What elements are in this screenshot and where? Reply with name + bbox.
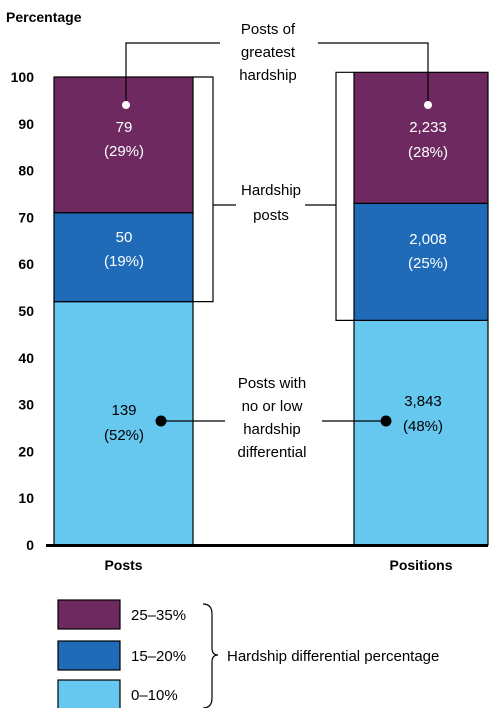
- annotation-greatest-hardship: Posts of: [241, 21, 296, 38]
- y-tick-label: 60: [18, 256, 34, 272]
- legend-swatch: [57, 599, 121, 630]
- data-label-percent: (29%): [104, 143, 144, 160]
- y-axis-ticks: 0 10 20 30 40 50 60 70 80 90 100: [11, 69, 35, 553]
- bar-segment: [53, 301, 194, 546]
- data-label: 2,008: [409, 231, 447, 248]
- y-tick-label: 10: [18, 490, 34, 506]
- y-tick-label: 80: [18, 163, 34, 179]
- y-axis-title: Percentage: [6, 9, 82, 25]
- annotation-low-hardship: Posts with: [238, 375, 306, 392]
- annotation-low-hardship: hardship: [243, 421, 301, 438]
- leader-dot: [122, 101, 130, 109]
- y-tick-label: 50: [18, 303, 34, 319]
- annotation-low-hardship: no or low: [242, 398, 303, 415]
- leader-dot: [155, 415, 167, 427]
- leader-line: [318, 42, 429, 105]
- x-tick-label: Posts: [104, 557, 142, 573]
- legend-item-label: 25–35%: [131, 607, 186, 624]
- data-label-percent: (28%): [408, 144, 448, 161]
- leader-dot: [424, 101, 432, 109]
- annotation-hardship-posts: posts: [253, 207, 289, 224]
- brackets: [193, 71, 354, 321]
- x-tick-label: Positions: [389, 557, 452, 573]
- y-tick-label: 20: [18, 443, 34, 459]
- annotations: Posts of greatest hardship Hardship posts Pos…: [122, 21, 432, 461]
- data-label: 2,233: [409, 119, 447, 136]
- leader-dot: [380, 415, 392, 427]
- y-tick-label: 40: [18, 350, 34, 366]
- annotation-greatest-hardship: hardship: [239, 67, 297, 84]
- x-axis-labels: Posts Positions: [104, 557, 452, 573]
- data-label-percent: (48%): [403, 418, 443, 435]
- legend-brace: [202, 603, 219, 708]
- data-label-percent: (52%): [104, 427, 144, 444]
- y-tick-label: 90: [18, 116, 34, 132]
- legend-title: Hardship differential percentage: [227, 648, 439, 665]
- data-label-percent: (19%): [104, 253, 144, 270]
- legend: 25–35% 15–20% 0–10% Hardship differential p…: [57, 599, 439, 708]
- data-label: 139: [111, 402, 136, 419]
- bar-segment: [353, 202, 489, 321]
- data-label: 50: [116, 229, 133, 246]
- bar-segment: [353, 71, 489, 204]
- y-tick-label: 0: [26, 537, 34, 553]
- y-tick-label: 30: [18, 397, 34, 413]
- leader-line: [125, 42, 220, 105]
- bracket-left: [193, 76, 214, 303]
- y-tick-label: 70: [18, 209, 34, 225]
- legend-item-label: 0–10%: [131, 687, 178, 704]
- bar-segment: [53, 76, 194, 214]
- bar-segment: [53, 212, 194, 303]
- y-tick-label: 100: [11, 69, 35, 85]
- annotation-greatest-hardship: greatest: [241, 44, 296, 61]
- legend-item-label: 15–20%: [131, 648, 186, 665]
- annotation-hardship-posts: Hardship: [241, 182, 301, 199]
- bars: 139 (52%) 3,843 (48%) 50 (19%) 2,008 (25%) 79 (29…: [53, 71, 489, 546]
- data-label-percent: (25%): [408, 255, 448, 272]
- data-label: 3,843: [404, 393, 442, 410]
- bracket-right: [335, 71, 354, 321]
- data-label: 79: [116, 119, 133, 136]
- legend-swatch: [57, 679, 121, 708]
- legend-swatch: [57, 640, 121, 671]
- annotation-low-hardship: differential: [238, 444, 307, 461]
